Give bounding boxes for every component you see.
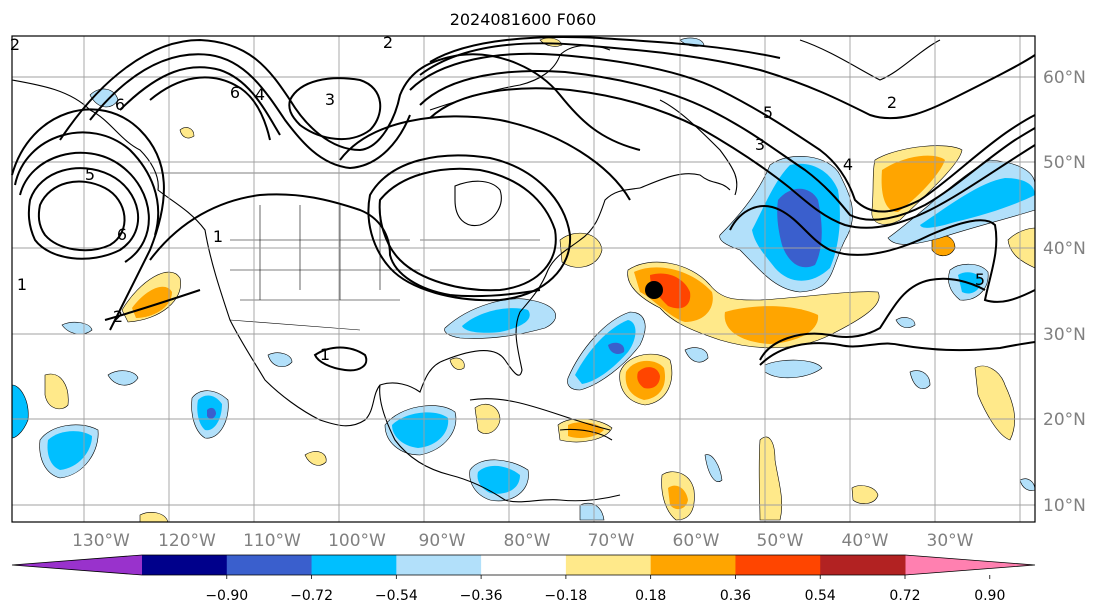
colorbar-tick-label: 0.36: [720, 588, 751, 604]
latitude-label: 40°N: [1043, 239, 1086, 259]
colorbar-segment: [311, 555, 397, 575]
colorbar-segment: [396, 555, 482, 575]
colorbar-tick-label: 0.18: [635, 588, 666, 604]
contour-label: 5: [975, 270, 985, 289]
longitude-label: 100°W: [328, 531, 386, 551]
storm-center-marker: [645, 281, 663, 299]
contour-label: 1: [320, 345, 330, 364]
colorbar-segment: [735, 555, 821, 575]
map-border: [11, 35, 1036, 523]
colorbar-tick-label: −0.90: [205, 588, 248, 604]
contour-label: 2: [887, 93, 897, 112]
graticule: [12, 36, 1035, 522]
contour-label: 2: [383, 33, 393, 52]
colorbar-tick-label: −0.72: [290, 588, 333, 604]
longitude-label: 60°W: [673, 531, 720, 551]
colorbar-segment: [481, 555, 567, 575]
longitude-label: 130°W: [72, 531, 130, 551]
longitude-label: 70°W: [588, 531, 635, 551]
colorbar-tick-label: −0.18: [544, 588, 587, 604]
latitude-label: 10°N: [1043, 496, 1086, 516]
colorbar: [11, 554, 1036, 576]
colorbar-segment: [565, 555, 652, 575]
contour-label: 5: [85, 165, 95, 184]
latitude-label: 20°N: [1043, 410, 1086, 430]
contour-label: 2: [10, 35, 20, 54]
colorbar-segment: [142, 555, 228, 575]
colorbar-extend-low: [12, 555, 142, 575]
colorbar-tick-label: 0.90: [974, 588, 1005, 604]
colorbar-tick-label: 0.54: [805, 588, 836, 604]
longitude-labels: 130°W 120°W 110°W 100°W 90°W 80°W 70°W 60°W 50°W…: [72, 531, 974, 551]
contour-label: 6: [117, 225, 127, 244]
contour-label: 1: [17, 275, 27, 294]
contour-label: 4: [255, 85, 265, 104]
longitude-label: 110°W: [243, 531, 301, 551]
contour-labels: 5 6 1 2 4 3 2 1 6 5 2 3 4 1 2 5 6: [10, 33, 985, 364]
longitude-label: 80°W: [504, 531, 551, 551]
colorbar-tick-label: 0.72: [889, 588, 920, 604]
colorbar-extend-high: [905, 555, 1035, 575]
map-title: 2024081600 F060: [449, 10, 597, 29]
colorbar-segment: [226, 555, 313, 575]
latitude-label: 30°N: [1043, 325, 1086, 345]
colorbar-segment: [820, 555, 906, 575]
contour-label: 1: [213, 227, 223, 246]
colorbar-labels: −0.90 −0.72 −0.54 −0.36 −0.18 0.18 0.36 0.54 0.7…: [205, 575, 1005, 604]
latitude-label: 60°N: [1043, 68, 1086, 88]
height-contours: [11, 36, 1036, 372]
contour-label: 3: [325, 90, 335, 109]
colorbar-outline: [11, 554, 1036, 576]
contour-label: 4: [843, 155, 853, 174]
contour-label: 3: [755, 135, 765, 154]
anomaly-shading: [11, 37, 1036, 523]
longitude-label: 50°W: [757, 531, 804, 551]
longitude-label: 120°W: [158, 531, 216, 551]
contour-label: 5: [763, 103, 773, 122]
map-panel: 5 6 1 2 4 3 2 1 6 5 2 3 4 1 2 5 6: [10, 33, 1036, 523]
colorbar-tick-label: −0.54: [375, 588, 418, 604]
contour-label: 2: [113, 307, 123, 326]
latitude-labels: 60°N 50°N 40°N 30°N 20°N 10°N: [1043, 68, 1086, 516]
colorbar-segment: [650, 555, 736, 575]
contour-label: 6: [115, 95, 125, 114]
colorbar-tick-label: −0.36: [460, 588, 503, 604]
latitude-label: 50°N: [1043, 153, 1086, 173]
longitude-label: 30°W: [927, 531, 974, 551]
contour-label: 6: [230, 83, 240, 102]
longitude-label: 90°W: [419, 531, 466, 551]
longitude-label: 40°W: [842, 531, 889, 551]
